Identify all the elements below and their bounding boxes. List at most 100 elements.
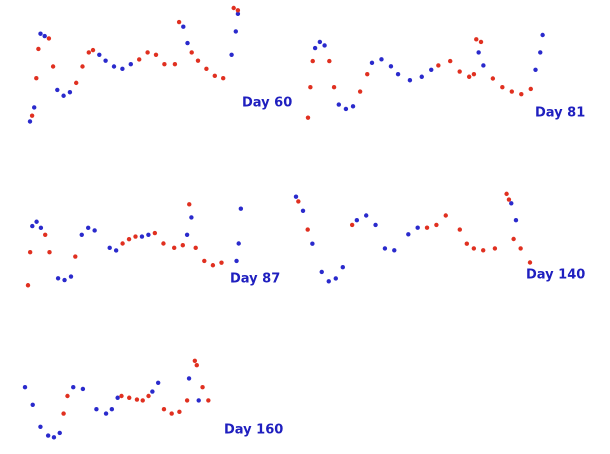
dot	[153, 52, 159, 57]
dot	[305, 115, 311, 120]
dot	[32, 105, 37, 110]
dot	[38, 424, 43, 429]
dot	[155, 380, 161, 385]
dot	[184, 398, 190, 403]
dot	[55, 87, 60, 93]
dot	[500, 85, 505, 90]
dot	[189, 50, 194, 55]
dot	[357, 89, 363, 94]
dot	[145, 50, 150, 55]
dot	[478, 39, 484, 45]
dot	[113, 248, 119, 253]
dot	[293, 194, 299, 199]
dot	[364, 213, 369, 218]
dot	[92, 228, 97, 233]
dot	[79, 232, 84, 237]
dot	[434, 222, 439, 228]
dot	[310, 241, 315, 246]
dot	[133, 234, 138, 239]
dot	[513, 218, 519, 223]
dot	[146, 232, 151, 237]
dot	[172, 61, 178, 67]
dot	[177, 409, 182, 415]
dot	[457, 69, 462, 74]
dot	[464, 241, 470, 246]
dot	[38, 31, 43, 36]
dot	[504, 191, 509, 197]
dot	[424, 225, 430, 230]
dot	[176, 19, 182, 25]
dot	[128, 61, 133, 67]
dot	[195, 58, 201, 63]
dot	[61, 411, 66, 416]
dot	[172, 245, 177, 251]
dot	[38, 225, 44, 231]
dot	[509, 89, 515, 94]
dot	[192, 358, 198, 363]
dot	[231, 5, 236, 11]
dot	[540, 32, 545, 38]
dot	[533, 67, 538, 73]
dot	[492, 246, 498, 251]
dot	[419, 74, 424, 79]
dot	[194, 363, 199, 368]
dot	[46, 36, 52, 41]
panel-label: Day 81	[535, 106, 585, 121]
panel-label: Day 87	[230, 272, 280, 287]
dot	[506, 197, 512, 202]
dot	[202, 258, 207, 264]
dot	[55, 276, 61, 281]
dot	[50, 64, 56, 69]
dot	[349, 222, 355, 228]
dot	[322, 43, 327, 48]
dot	[30, 223, 35, 229]
dot	[126, 236, 132, 242]
dot	[57, 430, 62, 436]
dot	[210, 263, 216, 268]
dot	[146, 393, 151, 399]
dot	[343, 106, 349, 112]
dot	[406, 232, 411, 237]
dot	[29, 113, 35, 118]
dot	[139, 234, 145, 239]
dot	[511, 236, 516, 242]
dot	[68, 274, 74, 279]
dot	[476, 50, 481, 55]
dot	[200, 385, 205, 390]
dot	[333, 276, 338, 281]
dot	[471, 71, 477, 77]
dot	[107, 245, 112, 251]
dot	[51, 435, 57, 440]
dot	[236, 241, 241, 246]
dot	[71, 385, 76, 390]
dot	[36, 46, 41, 52]
dot	[392, 248, 397, 253]
dot	[538, 50, 543, 55]
dot	[34, 76, 39, 81]
dot	[47, 250, 52, 255]
dot	[481, 248, 486, 253]
dot	[103, 58, 108, 63]
dot	[187, 202, 192, 207]
dot	[519, 91, 524, 97]
dot	[169, 411, 174, 416]
dot	[45, 433, 51, 438]
dot	[186, 376, 192, 381]
dot	[180, 243, 185, 248]
dot	[317, 39, 323, 45]
panel-label: Day 160	[224, 423, 283, 438]
dot	[184, 232, 190, 237]
dot	[481, 63, 486, 68]
dot	[162, 61, 167, 67]
dot	[204, 66, 209, 72]
dot	[219, 260, 224, 265]
dot	[373, 222, 378, 228]
dot	[300, 208, 306, 213]
dot	[365, 71, 370, 77]
dot	[235, 8, 241, 13]
dot	[150, 389, 155, 394]
dot	[97, 52, 102, 57]
dot	[27, 250, 33, 255]
dot	[65, 393, 70, 399]
dot	[350, 104, 356, 109]
